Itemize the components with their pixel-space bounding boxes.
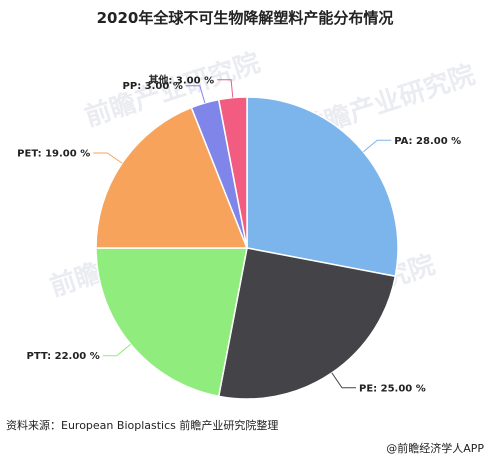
data-label: PP: 3.00 % [123,81,183,92]
pie-slice-ptt [95,247,248,398]
brand-label: @前瞻经济学人APP [386,441,484,455]
source-note: 资料来源：European Bioplastics 前瞻产业研究院整理 [6,418,278,432]
leader-line [185,85,206,104]
chart-title: 2020年全球不可生物降解塑料产能分布情况 [97,9,394,27]
data-labels: PA: 28.00 % PE: 25.00 % PTT: 22.00 % PET: 1… [17,73,461,394]
data-label: PE: 25.00 % [359,383,426,394]
pie-slice-pa [246,96,399,278]
data-label: PA: 28.00 % [394,136,461,147]
pie-slices [95,96,399,400]
data-label: PTT: 22.00 % [26,351,99,362]
leader-lines [93,79,392,389]
leader-line [102,343,131,357]
leader-line [93,152,123,164]
leader-line [363,139,392,153]
pie-slice-pe [217,247,397,400]
leader-line [217,79,234,98]
data-label: 其他: 3.00 % [148,73,214,86]
leader-line [331,372,356,389]
data-label: PET: 19.00 % [17,149,90,160]
